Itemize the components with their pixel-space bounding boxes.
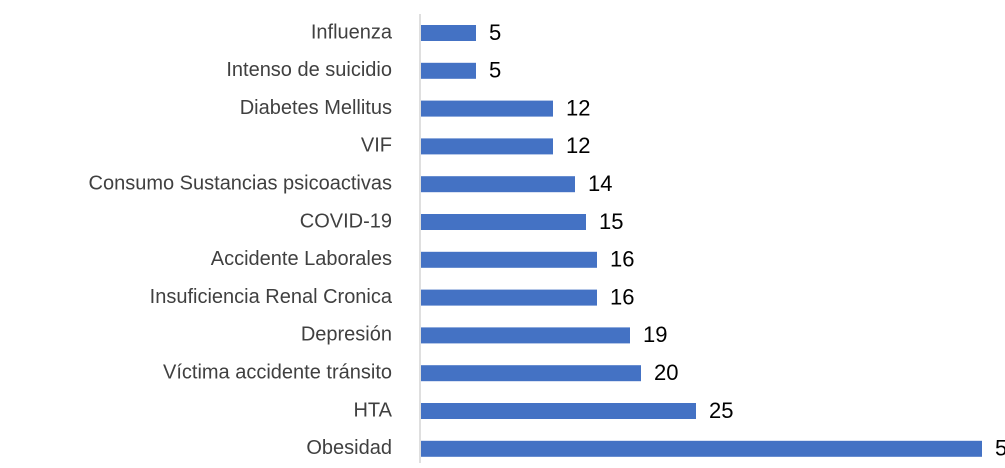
category-label: Influenza <box>311 21 393 43</box>
value-label: 16 <box>610 247 634 272</box>
bar <box>421 138 553 155</box>
bar <box>421 251 597 268</box>
category-label: HTA <box>353 399 392 421</box>
bar <box>421 365 641 382</box>
value-label: 12 <box>566 95 590 120</box>
value-label: 5 <box>489 20 501 45</box>
value-label: 25 <box>709 398 733 423</box>
category-label: Depresión <box>301 324 392 346</box>
value-label: 19 <box>643 322 667 347</box>
bar <box>421 403 696 419</box>
category-label: Insuficiencia Renal Cronica <box>150 286 393 308</box>
bar <box>421 214 586 230</box>
category-label: Diabetes Mellitus <box>240 97 392 119</box>
bar <box>421 289 597 306</box>
value-label: 12 <box>566 133 590 158</box>
bar <box>421 327 630 344</box>
bar <box>421 62 476 79</box>
category-label: VIF <box>361 135 392 157</box>
bar <box>421 176 575 193</box>
bar <box>421 100 553 117</box>
category-label: Intenso de suicidio <box>226 59 392 81</box>
category-label: Víctima accidente tránsito <box>163 361 392 383</box>
value-label: 5 <box>489 58 501 83</box>
value-label: 16 <box>610 284 634 309</box>
category-label: Consumo Sustancias psicoactivas <box>89 172 392 194</box>
bar <box>421 440 982 457</box>
bar <box>421 25 476 41</box>
category-label: Obesidad <box>306 437 392 459</box>
value-label: 14 <box>588 171 612 196</box>
category-label: Accidente Laborales <box>211 248 392 270</box>
value-label: 51 <box>995 436 1005 461</box>
value-label: 20 <box>654 360 678 385</box>
value-label: 15 <box>599 209 623 234</box>
category-label: COVID-19 <box>300 210 392 232</box>
